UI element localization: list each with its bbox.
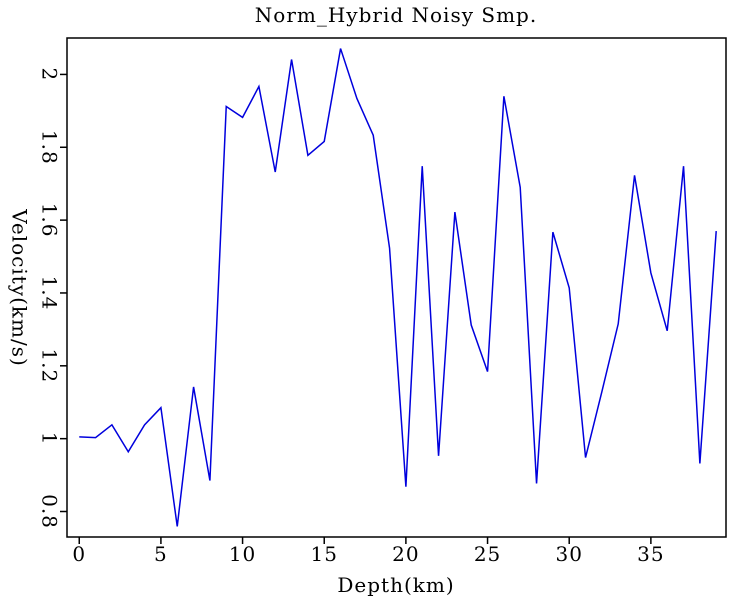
x-tick-label: 15 — [311, 542, 338, 566]
y-tick-label: 1.6 — [38, 203, 62, 238]
x-tick-label: 5 — [154, 542, 168, 566]
x-tick-label: 30 — [555, 542, 582, 566]
y-tick-label: 1.8 — [38, 130, 62, 165]
y-tick-label: 1.2 — [38, 348, 62, 383]
x-tick-label: 0 — [72, 542, 86, 566]
y-axis-label: Velocity(km/s) — [8, 208, 32, 367]
data-line — [79, 48, 717, 527]
x-tick-label: 35 — [637, 542, 664, 566]
x-tick-label: 25 — [474, 542, 501, 566]
x-axis-label: Depth(km) — [337, 573, 454, 597]
chart-title: Norm_Hybrid Noisy Smp. — [255, 3, 537, 27]
x-tick-label: 10 — [229, 542, 256, 566]
y-tick-label: 1.4 — [38, 276, 62, 311]
x-tick-label: 20 — [392, 542, 419, 566]
y-tick-label: 2 — [38, 68, 62, 82]
y-tick-label: 0.8 — [38, 494, 62, 529]
y-tick-label: 1 — [38, 432, 62, 446]
plot-frame — [66, 37, 727, 538]
